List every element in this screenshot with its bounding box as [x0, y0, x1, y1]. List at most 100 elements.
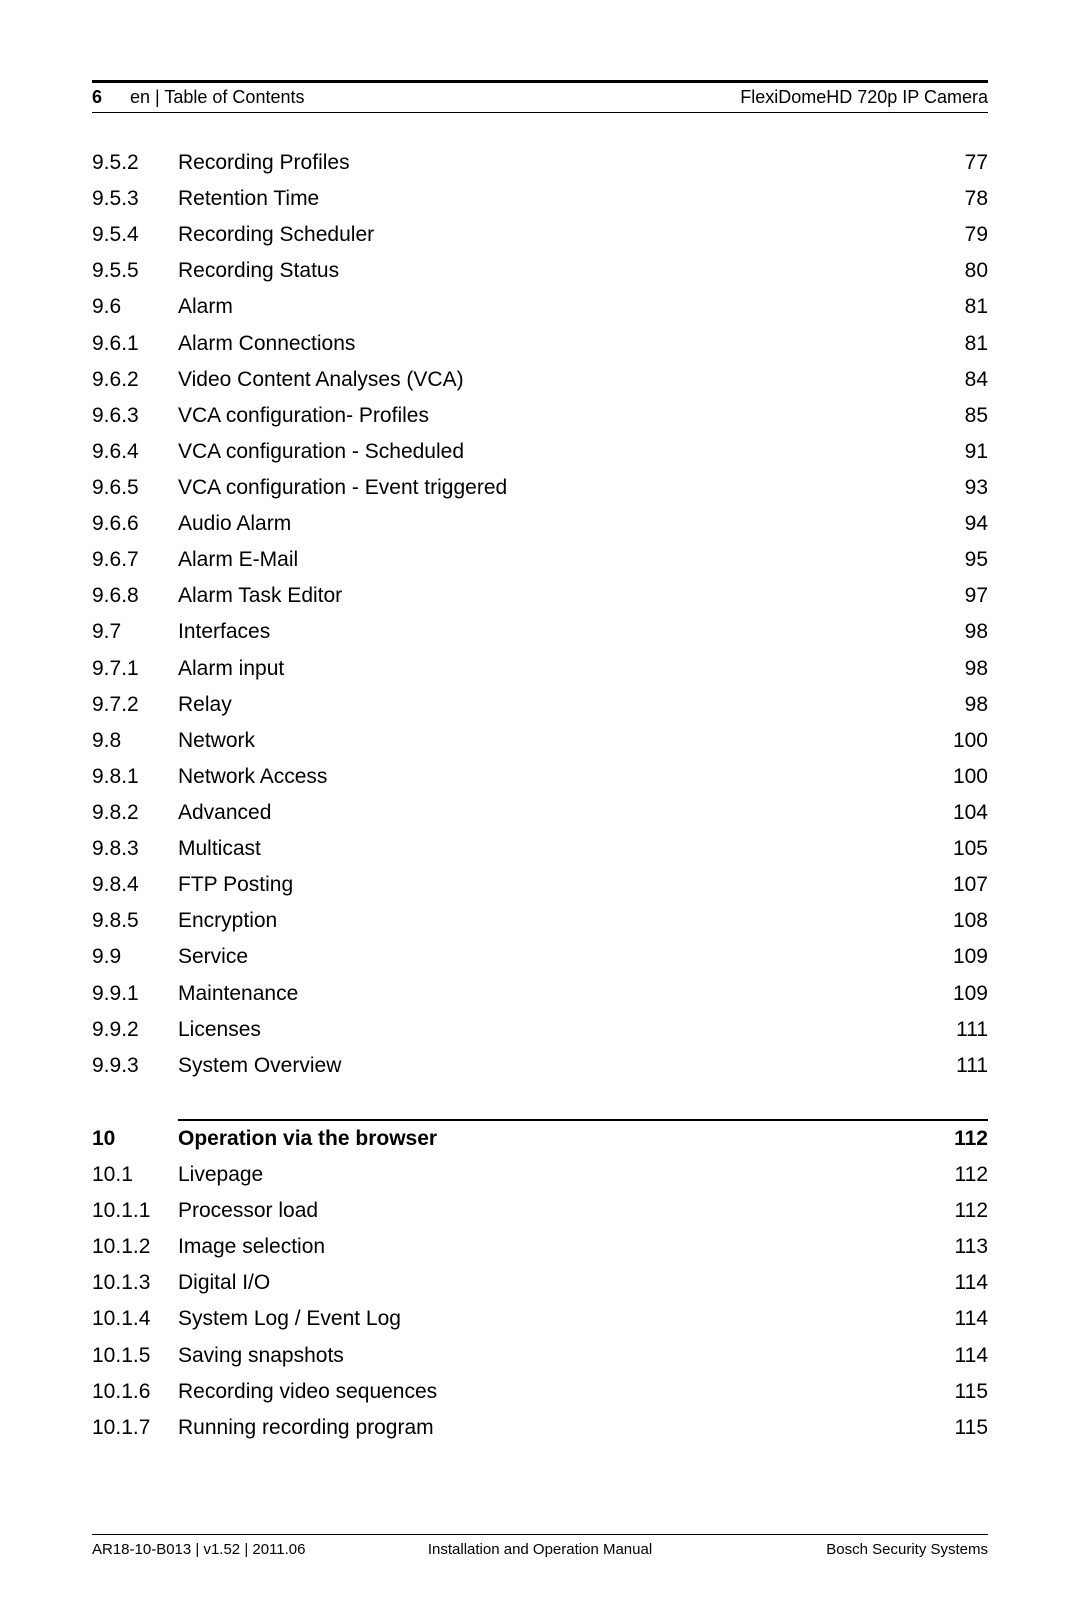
toc-row: 9.6.7Alarm E-Mail95	[92, 542, 988, 578]
toc-page: 79	[928, 217, 988, 253]
toc-title: Licenses	[178, 1012, 928, 1048]
toc-title: Alarm input	[178, 651, 928, 687]
toc-row: 9.8.1Network Access100	[92, 759, 988, 795]
toc-title: Audio Alarm	[178, 506, 928, 542]
toc-title: Recording Status	[178, 253, 928, 289]
page-footer: AR18-10-B013 | v1.52 | 2011.06 Installat…	[92, 1534, 988, 1558]
toc-row: 10.1.6Recording video sequences115	[92, 1374, 988, 1410]
toc-page: 114	[928, 1265, 988, 1301]
toc-title: Retention Time	[178, 181, 928, 217]
toc-number: 9.5.5	[92, 253, 178, 289]
toc-row: 9.6.2Video Content Analyses (VCA)84	[92, 362, 988, 398]
toc-number: 9.6.4	[92, 434, 178, 470]
toc-number: 9.5.4	[92, 217, 178, 253]
toc-number: 10.1.7	[92, 1410, 178, 1446]
toc-number: 9.8	[92, 723, 178, 759]
toc-page: 97	[928, 578, 988, 614]
toc-page: 98	[928, 614, 988, 650]
toc-row: 9.5.2Recording Profiles77	[92, 145, 988, 181]
toc-title: System Log / Event Log	[178, 1301, 928, 1337]
toc-number: 9.6.5	[92, 470, 178, 506]
toc-page: 107	[928, 867, 988, 903]
toc-title: Service	[178, 939, 928, 975]
header-right-title: FlexiDomeHD 720p IP Camera	[740, 87, 988, 108]
toc-row: 10.1.1Processor load112	[92, 1193, 988, 1229]
toc-page: 112	[928, 1193, 988, 1229]
toc-row: 9.7.1Alarm input98	[92, 651, 988, 687]
toc-row: 9.5.3Retention Time78	[92, 181, 988, 217]
toc-row: 9.6.1Alarm Connections81	[92, 326, 988, 362]
toc-title: System Overview	[178, 1048, 928, 1084]
toc-title: Interfaces	[178, 614, 928, 650]
toc-title: VCA configuration - Scheduled	[178, 434, 928, 470]
toc-row: 9.6.8Alarm Task Editor97	[92, 578, 988, 614]
toc-row: 9.8.2Advanced104	[92, 795, 988, 831]
toc-number: 9.6.1	[92, 326, 178, 362]
toc-title: VCA configuration- Profiles	[178, 398, 928, 434]
footer-left: AR18-10-B013 | v1.52 | 2011.06	[92, 1541, 306, 1558]
toc-title: Operation via the browser	[178, 1121, 928, 1157]
toc-row: 9.6.3VCA configuration- Profiles85	[92, 398, 988, 434]
toc-title: Maintenance	[178, 976, 928, 1012]
toc-page: 98	[928, 651, 988, 687]
toc-page: 100	[928, 759, 988, 795]
toc-number: 10.1.1	[92, 1193, 178, 1229]
toc-row: 9.6Alarm81	[92, 289, 988, 325]
toc-section-2: 10Operation via the browser11210.1Livepa…	[92, 1121, 988, 1446]
toc-number: 10.1.5	[92, 1338, 178, 1374]
page-number: 6	[92, 87, 102, 108]
toc-number: 9.8.3	[92, 831, 178, 867]
toc-page: 109	[928, 976, 988, 1012]
footer-center: Installation and Operation Manual	[428, 1541, 652, 1558]
toc-row: 9.6.6Audio Alarm94	[92, 506, 988, 542]
toc-number: 9.8.5	[92, 903, 178, 939]
toc-title: Advanced	[178, 795, 928, 831]
toc-title: Livepage	[178, 1157, 928, 1193]
toc-title: Alarm E-Mail	[178, 542, 928, 578]
toc-number: 9.6.6	[92, 506, 178, 542]
toc-number: 9.6.2	[92, 362, 178, 398]
toc-page: 94	[928, 506, 988, 542]
toc-page: 111	[928, 1012, 988, 1048]
toc-number: 10.1	[92, 1157, 178, 1193]
toc-title: Alarm	[178, 289, 928, 325]
toc-row: 9.5.5Recording Status80	[92, 253, 988, 289]
toc-page: 91	[928, 434, 988, 470]
toc-page: 81	[928, 289, 988, 325]
toc-page: 80	[928, 253, 988, 289]
toc-page: 81	[928, 326, 988, 362]
toc-row: 9.6.5VCA configuration - Event triggered…	[92, 470, 988, 506]
toc-row: 9.9Service109	[92, 939, 988, 975]
toc-page: 109	[928, 939, 988, 975]
toc-page: 114	[928, 1301, 988, 1337]
toc-number: 9.5.3	[92, 181, 178, 217]
toc-row: 9.8.3Multicast105	[92, 831, 988, 867]
toc-row: 9.6.4VCA configuration - Scheduled91	[92, 434, 988, 470]
toc-row: 9.9.3System Overview111	[92, 1048, 988, 1084]
toc-row: 10.1.3Digital I/O114	[92, 1265, 988, 1301]
toc-title: Recording Scheduler	[178, 217, 928, 253]
footer-right: Bosch Security Systems	[826, 1541, 988, 1558]
toc-page: 115	[928, 1410, 988, 1446]
toc-title: Running recording program	[178, 1410, 928, 1446]
toc-number: 9.6.7	[92, 542, 178, 578]
toc-page: 105	[928, 831, 988, 867]
toc-title: Video Content Analyses (VCA)	[178, 362, 928, 398]
toc-number: 9.6	[92, 289, 178, 325]
toc-row: 9.9.1Maintenance109	[92, 976, 988, 1012]
toc-row: 10.1Livepage112	[92, 1157, 988, 1193]
toc-number: 9.8.1	[92, 759, 178, 795]
toc-row: 9.5.4Recording Scheduler79	[92, 217, 988, 253]
toc-page: 111	[928, 1048, 988, 1084]
toc-title: Network	[178, 723, 928, 759]
toc-number: 10	[92, 1121, 178, 1157]
toc-title: Relay	[178, 687, 928, 723]
toc-title: VCA configuration - Event triggered	[178, 470, 928, 506]
toc-number: 10.1.6	[92, 1374, 178, 1410]
toc-title: Multicast	[178, 831, 928, 867]
toc-number: 9.7.1	[92, 651, 178, 687]
toc-page: 85	[928, 398, 988, 434]
toc-number: 9.6.3	[92, 398, 178, 434]
toc-row: 9.7Interfaces98	[92, 614, 988, 650]
toc-page: 115	[928, 1374, 988, 1410]
